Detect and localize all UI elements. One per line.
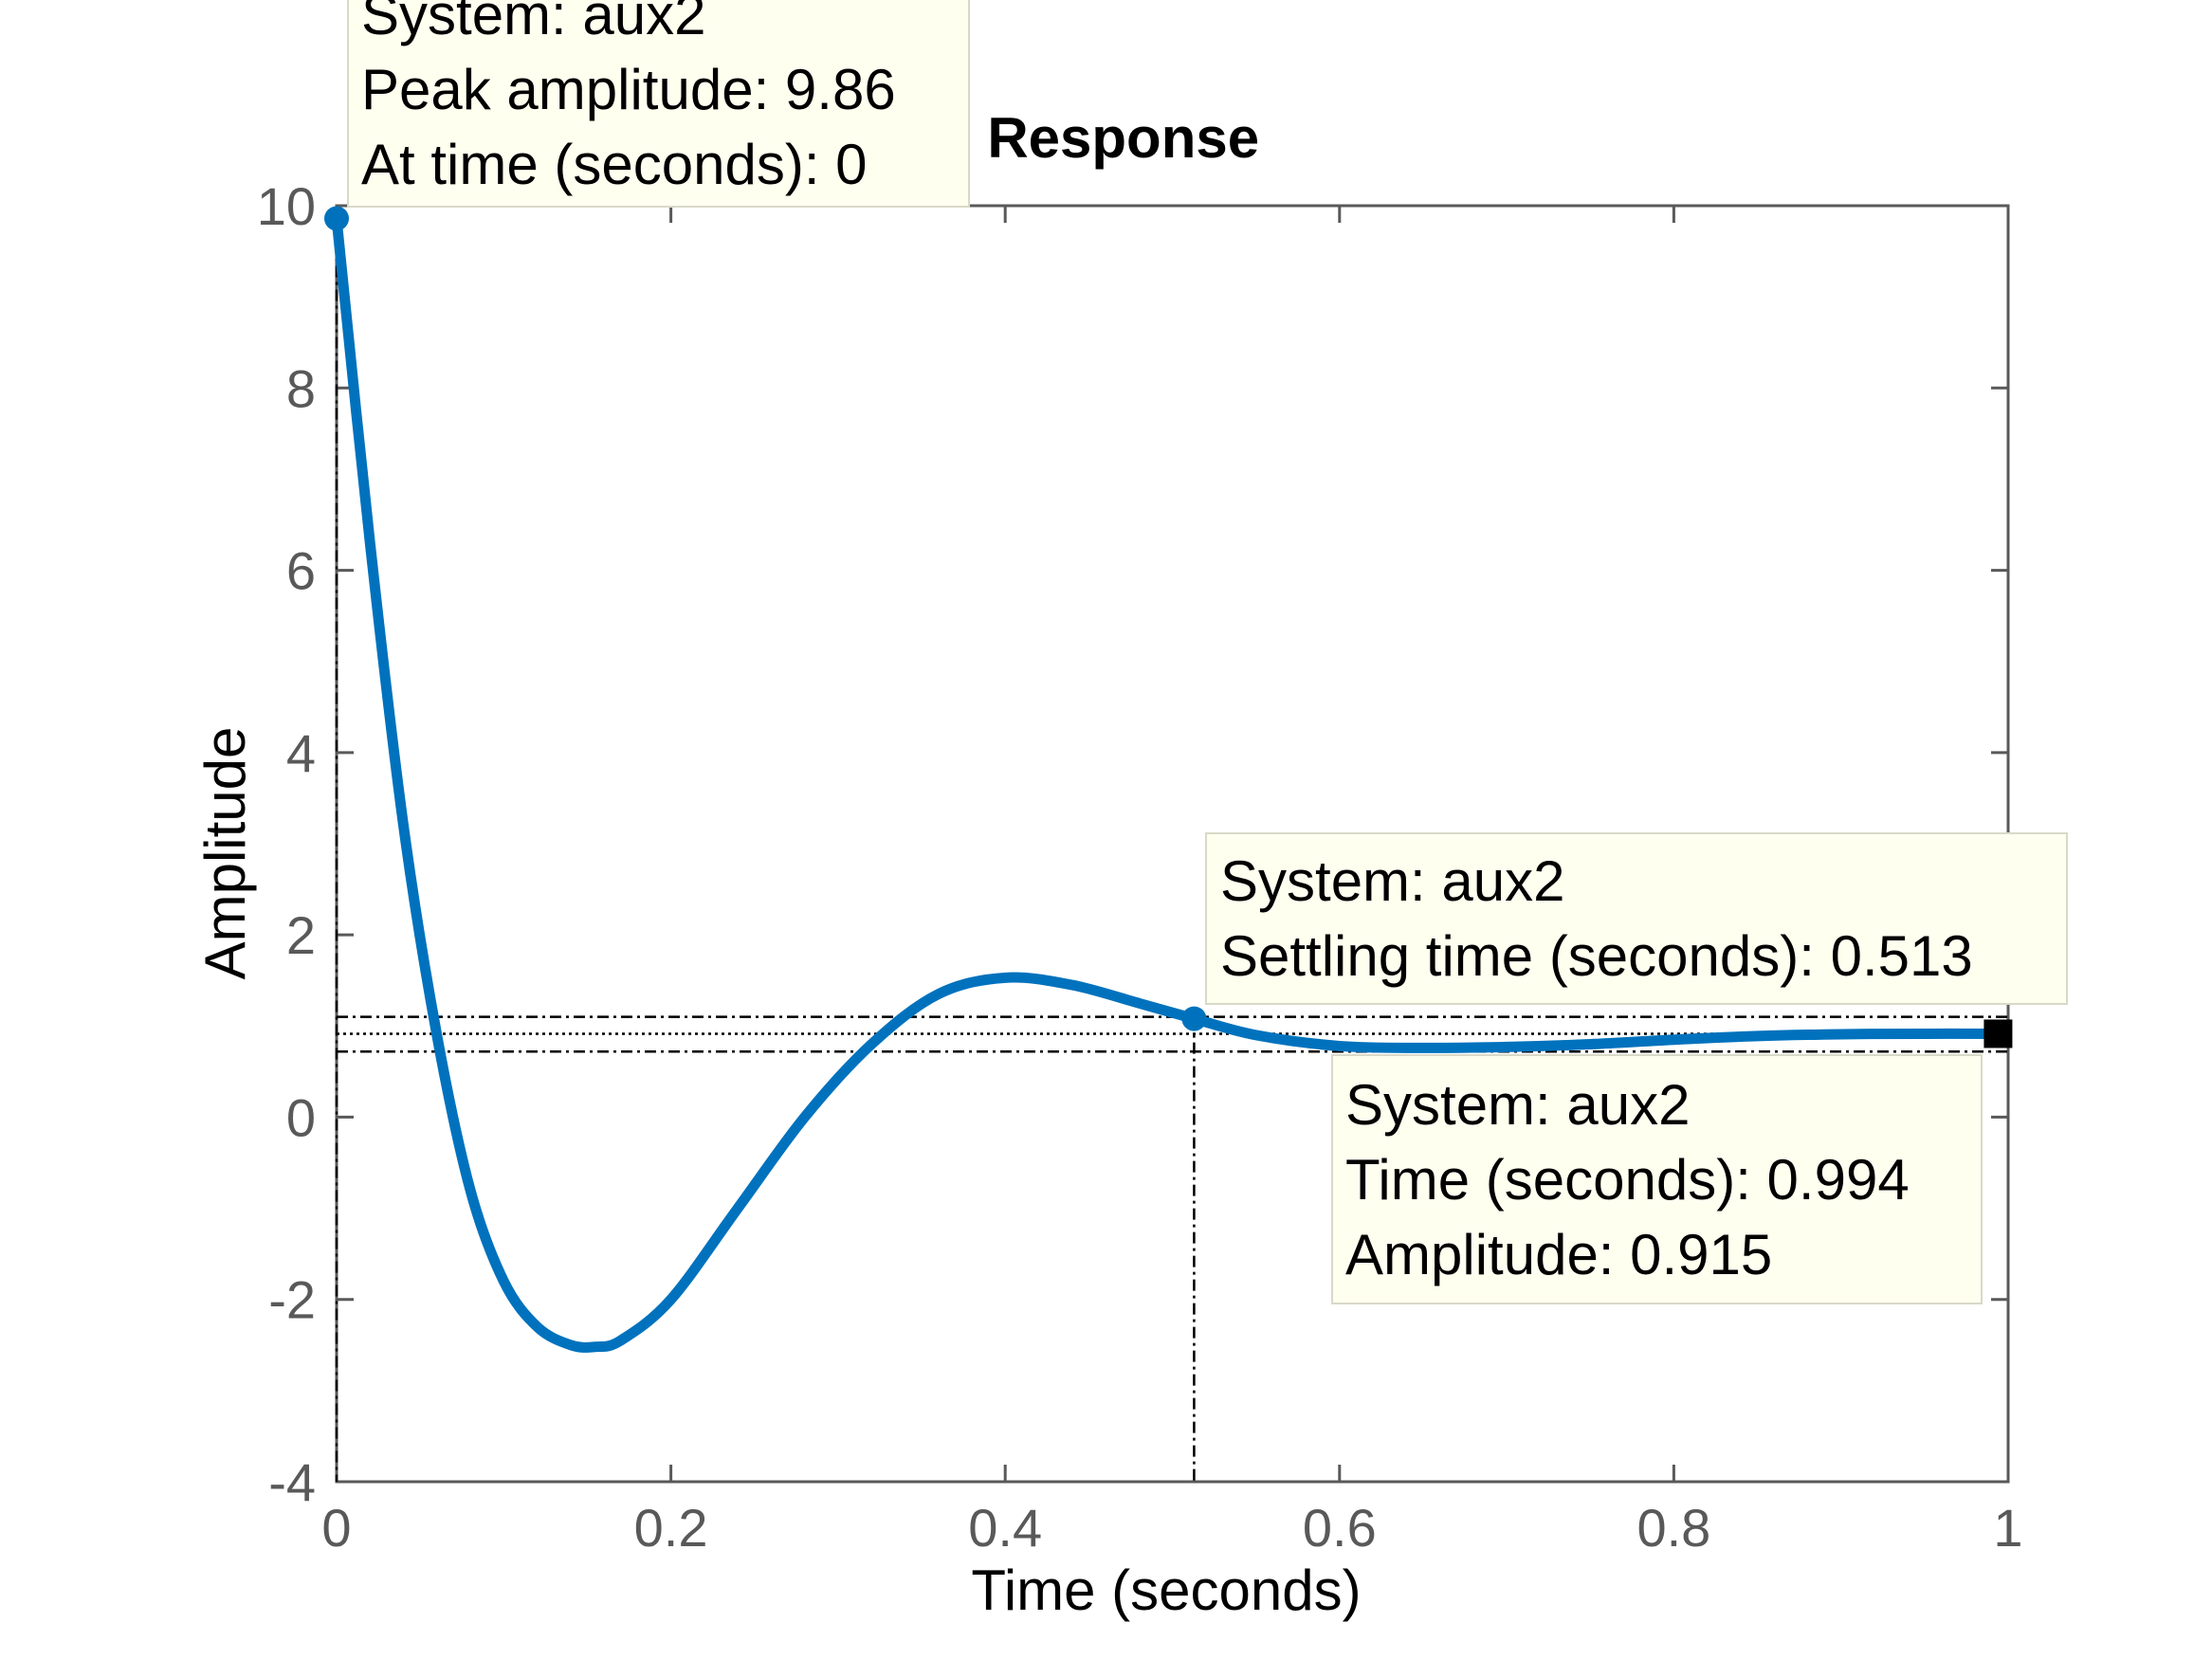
y-tick-label: 0: [286, 1087, 316, 1147]
y-tick-label: -2: [268, 1270, 316, 1330]
datatip-text-line: System: aux2: [1345, 1073, 1691, 1137]
datatip-text-line: System: aux2: [361, 0, 706, 46]
x-axis-label: Time (seconds): [971, 1559, 1361, 1622]
settling-marker[interactable]: [1181, 1006, 1207, 1031]
y-tick-label: -4: [268, 1452, 316, 1512]
y-tick-label: 6: [286, 541, 316, 601]
datatip-cursor-marker[interactable]: [1983, 1019, 2013, 1048]
datatip-box: [1331, 1054, 1983, 1304]
x-tick-label: 0: [321, 1498, 351, 1558]
datatip-box: [1205, 832, 2068, 1005]
peak-marker[interactable]: [324, 206, 349, 231]
x-tick-label: 0.8: [1636, 1498, 1710, 1558]
x-tick-label: 0.6: [1303, 1498, 1377, 1558]
datatip-text-line: Amplitude: 0.915: [1345, 1223, 1772, 1286]
datatip-markers[interactable]: [324, 206, 2013, 1048]
series-layer: [331, 212, 2003, 1353]
y-tick-label: 4: [286, 723, 316, 783]
datatip-text-line: Time (seconds): 0.994: [1345, 1148, 1910, 1212]
x-tick-label: 1: [1993, 1498, 2022, 1558]
x-tick-label: 0.2: [634, 1498, 708, 1558]
y-axis-label: Amplitude: [193, 727, 257, 980]
y-tick-label: 10: [257, 176, 316, 236]
datatip-text-line: System: aux2: [1220, 849, 1565, 913]
datatip-text-line: Settling time (seconds): 0.513: [1220, 924, 1973, 988]
datatip-text-line: At time (seconds): 0: [361, 133, 868, 196]
y-tick-label: 2: [286, 905, 316, 965]
datatip-text-line: Peak amplitude: 9.86: [361, 58, 896, 121]
y-tick-label: 8: [286, 358, 316, 418]
datatip-layer: System: aux2 Peak amplitude: 9.86 At time …: [347, 0, 2068, 1304]
response-line-aux2: [331, 212, 2003, 1353]
datatip-box: [347, 0, 970, 208]
axis-ticks: 0 0.2 0.4 0.6 0.8 1 -4 -2 0 2 4 6 8 10: [257, 176, 2023, 1558]
x-tick-label: 0.4: [968, 1498, 1042, 1558]
